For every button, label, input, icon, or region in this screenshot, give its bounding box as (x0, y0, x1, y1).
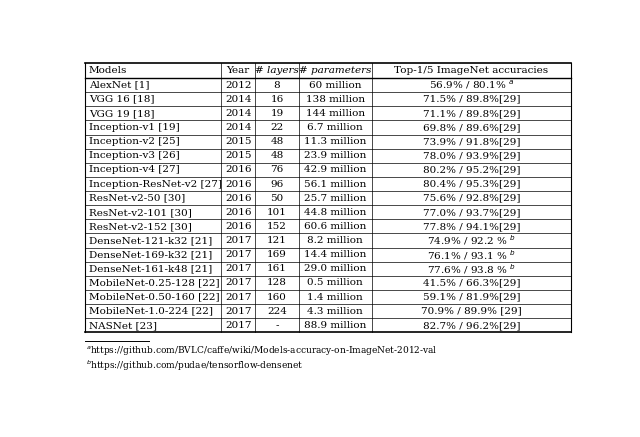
Text: 2017: 2017 (225, 321, 252, 330)
Text: 8: 8 (274, 80, 280, 90)
Text: MobileNet-0.25-128 [22]: MobileNet-0.25-128 [22] (89, 278, 220, 288)
Text: Inception-v4 [27]: Inception-v4 [27] (89, 165, 180, 174)
Text: Models: Models (89, 66, 127, 75)
Text: $^{a}$https://github.com/BVLC/caffe/wiki/Models-accuracy-on-ImageNet-2012-val: $^{a}$https://github.com/BVLC/caffe/wiki… (86, 343, 438, 357)
Text: 8.2 million: 8.2 million (307, 236, 363, 245)
Text: 73.9% / 91.8%[29]: 73.9% / 91.8%[29] (422, 137, 520, 146)
Text: 224: 224 (267, 307, 287, 316)
Text: Inception-v3 [26]: Inception-v3 [26] (89, 151, 180, 160)
Text: 71.1% / 89.8%[29]: 71.1% / 89.8%[29] (422, 109, 520, 118)
Text: 19: 19 (270, 109, 284, 118)
Text: Top-1/5 ImageNet accuracies: Top-1/5 ImageNet accuracies (394, 66, 548, 75)
Text: Inception-v2 [25]: Inception-v2 [25] (89, 137, 180, 146)
Text: DenseNet-161-k48 [21]: DenseNet-161-k48 [21] (89, 264, 212, 273)
Text: ResNet-v2-152 [30]: ResNet-v2-152 [30] (89, 222, 192, 231)
Text: 56.1 million: 56.1 million (304, 180, 367, 188)
Text: 2014: 2014 (225, 123, 252, 132)
Text: 59.1% / 81.9%[29]: 59.1% / 81.9%[29] (422, 292, 520, 302)
Text: 41.5% / 66.3%[29]: 41.5% / 66.3%[29] (422, 278, 520, 288)
Text: NASNet [23]: NASNet [23] (89, 321, 157, 330)
Text: 2016: 2016 (225, 165, 252, 174)
Text: Inception-v1 [19]: Inception-v1 [19] (89, 123, 180, 132)
Text: 96: 96 (270, 180, 284, 188)
Text: 101: 101 (267, 208, 287, 217)
Text: 0.5 million: 0.5 million (307, 278, 363, 288)
Text: 2017: 2017 (225, 264, 252, 273)
Text: 6.7 million: 6.7 million (307, 123, 363, 132)
Text: 77.0% / 93.7%[29]: 77.0% / 93.7%[29] (422, 208, 520, 217)
Text: 71.5% / 89.8%[29]: 71.5% / 89.8%[29] (422, 95, 520, 104)
Text: 169: 169 (267, 250, 287, 259)
Text: 2017: 2017 (225, 278, 252, 288)
Text: Inception-ResNet-v2 [27]: Inception-ResNet-v2 [27] (89, 180, 222, 188)
Text: 2012: 2012 (225, 80, 252, 90)
Text: 42.9 million: 42.9 million (304, 165, 367, 174)
Text: ResNet-v2-50 [30]: ResNet-v2-50 [30] (89, 194, 185, 203)
Text: 88.9 million: 88.9 million (304, 321, 367, 330)
Text: 50: 50 (270, 194, 284, 203)
Text: ResNet-v2-101 [30]: ResNet-v2-101 [30] (89, 208, 192, 217)
Text: 44.8 million: 44.8 million (304, 208, 367, 217)
Text: 29.0 million: 29.0 million (304, 264, 367, 273)
Text: 2017: 2017 (225, 307, 252, 316)
Text: 16: 16 (270, 95, 284, 104)
Text: 160: 160 (267, 292, 287, 302)
Text: 77.8% / 94.1%[29]: 77.8% / 94.1%[29] (422, 222, 520, 231)
Text: 128: 128 (267, 278, 287, 288)
Text: 4.3 million: 4.3 million (307, 307, 363, 316)
Text: 2017: 2017 (225, 236, 252, 245)
Text: 138 million: 138 million (306, 95, 365, 104)
Text: AlexNet [1]: AlexNet [1] (89, 80, 149, 90)
Text: 82.7% / 96.2%[29]: 82.7% / 96.2%[29] (422, 321, 520, 330)
Text: 69.8% / 89.6%[29]: 69.8% / 89.6%[29] (422, 123, 520, 132)
Text: 2014: 2014 (225, 109, 252, 118)
Text: 48: 48 (270, 137, 284, 146)
Text: 2016: 2016 (225, 222, 252, 231)
Text: MobileNet-1.0-224 [22]: MobileNet-1.0-224 [22] (89, 307, 213, 316)
Text: 144 million: 144 million (306, 109, 365, 118)
Text: 23.9 million: 23.9 million (304, 151, 367, 160)
Text: 60 million: 60 million (309, 80, 362, 90)
Text: 56.9% / 80.1% $^{a}$: 56.9% / 80.1% $^{a}$ (429, 79, 514, 91)
Text: 2017: 2017 (225, 292, 252, 302)
Text: 2017: 2017 (225, 250, 252, 259)
Text: 161: 161 (267, 264, 287, 273)
Text: # parameters: # parameters (299, 66, 372, 75)
Text: 80.2% / 95.2%[29]: 80.2% / 95.2%[29] (422, 165, 520, 174)
Text: 2015: 2015 (225, 151, 252, 160)
Text: 2014: 2014 (225, 95, 252, 104)
Text: MobileNet-0.50-160 [22]: MobileNet-0.50-160 [22] (89, 292, 220, 302)
Text: 2016: 2016 (225, 180, 252, 188)
Text: 78.0% / 93.9%[29]: 78.0% / 93.9%[29] (422, 151, 520, 160)
Text: 60.6 million: 60.6 million (304, 222, 367, 231)
Text: 25.7 million: 25.7 million (304, 194, 367, 203)
Text: VGG 16 [18]: VGG 16 [18] (89, 95, 154, 104)
Text: 1.4 million: 1.4 million (307, 292, 363, 302)
Text: 22: 22 (270, 123, 284, 132)
Text: 77.6% / 93.8 % $^{b}$: 77.6% / 93.8 % $^{b}$ (427, 262, 516, 276)
Text: DenseNet-169-k32 [21]: DenseNet-169-k32 [21] (89, 250, 212, 259)
Text: DenseNet-121-k32 [21]: DenseNet-121-k32 [21] (89, 236, 212, 245)
Text: 2016: 2016 (225, 208, 252, 217)
Text: 2016: 2016 (225, 194, 252, 203)
Text: 152: 152 (267, 222, 287, 231)
Text: 48: 48 (270, 151, 284, 160)
Text: Year: Year (227, 66, 250, 75)
Text: 76.1% / 93.1 % $^{b}$: 76.1% / 93.1 % $^{b}$ (427, 248, 516, 262)
Text: -: - (275, 321, 278, 330)
Text: $^{b}$https://github.com/pudae/tensorflow-densenet: $^{b}$https://github.com/pudae/tensorflo… (86, 359, 304, 373)
Text: VGG 19 [18]: VGG 19 [18] (89, 109, 154, 118)
Text: 14.4 million: 14.4 million (304, 250, 367, 259)
Text: 11.3 million: 11.3 million (304, 137, 367, 146)
Text: 80.4% / 95.3%[29]: 80.4% / 95.3%[29] (422, 180, 520, 188)
Text: 2015: 2015 (225, 137, 252, 146)
Text: 121: 121 (267, 236, 287, 245)
Text: 74.9% / 92.2 % $^{b}$: 74.9% / 92.2 % $^{b}$ (427, 234, 516, 247)
Text: 76: 76 (270, 165, 284, 174)
Text: # layers: # layers (255, 66, 299, 75)
Text: 75.6% / 92.8%[29]: 75.6% / 92.8%[29] (422, 194, 520, 203)
Text: 70.9% / 89.9% [29]: 70.9% / 89.9% [29] (421, 307, 522, 316)
